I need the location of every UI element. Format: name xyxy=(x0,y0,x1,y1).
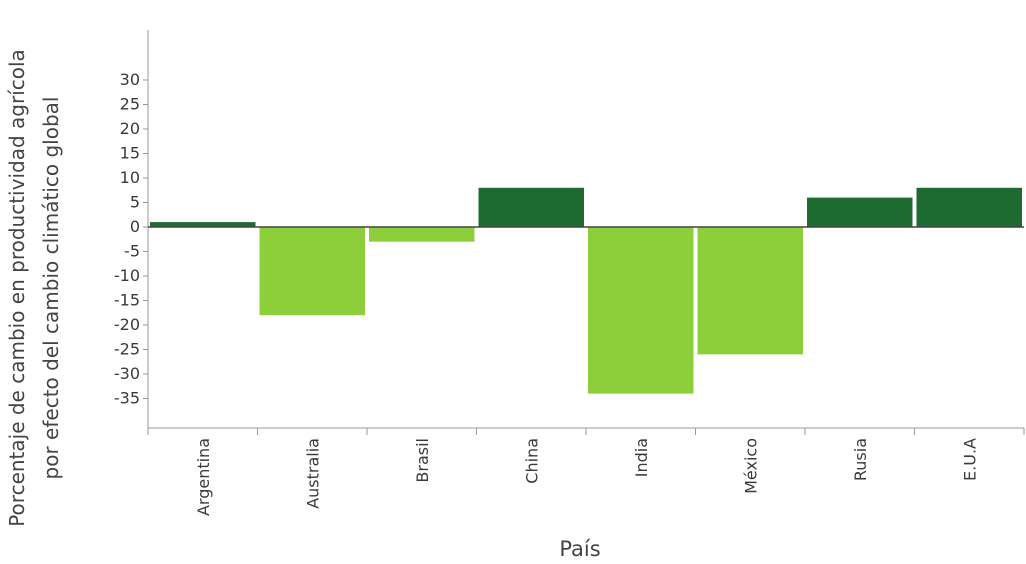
bar-rusia xyxy=(807,197,913,227)
x-tick-label: México xyxy=(741,438,760,494)
x-tick-label: Brasil xyxy=(413,438,432,483)
y-tick-label: -5 xyxy=(124,242,140,261)
y-axis-title-line: Porcentaje de cambio en productividad ag… xyxy=(5,49,29,527)
y-axis-title: Porcentaje de cambio en productividad ag… xyxy=(5,49,63,527)
bar-india xyxy=(588,227,694,394)
bar-australia xyxy=(259,227,365,316)
bar-brasil xyxy=(369,227,475,242)
y-tick-label: 15 xyxy=(120,144,140,163)
y-tick-label: -20 xyxy=(114,315,140,334)
x-tick-label: Australia xyxy=(303,438,322,509)
x-tick-label: India xyxy=(632,438,651,477)
y-tick-label: 25 xyxy=(120,95,140,114)
y-tick-label: 5 xyxy=(130,193,140,212)
bar-argentina xyxy=(150,222,256,227)
axes-group xyxy=(143,30,1025,435)
bars-group xyxy=(150,187,1022,394)
y-tick-label: 10 xyxy=(120,168,140,187)
y-tick-label: -15 xyxy=(114,291,140,310)
bar-eua xyxy=(916,187,1022,227)
y-tick-label: -25 xyxy=(114,340,140,359)
x-tick-label: China xyxy=(522,438,541,484)
x-tick-label: E.U.A xyxy=(960,438,979,481)
x-axis-title: País xyxy=(559,537,600,561)
bar-mxico xyxy=(697,227,803,355)
y-tick-label: 0 xyxy=(130,217,140,236)
y-tick-label: -30 xyxy=(114,364,140,383)
y-tick-label: -10 xyxy=(114,266,140,285)
bar-china xyxy=(478,187,584,227)
x-tick-labels: Argentina Australia Brasil China India México… xyxy=(194,438,980,516)
x-tick-label: Argentina xyxy=(194,438,213,516)
y-tick-label: 30 xyxy=(120,70,140,89)
y-tick-label: -35 xyxy=(114,389,140,408)
x-tick-label: Rusia xyxy=(851,438,870,481)
y-tick-labels: 30 25 20 15 10 5 0 -5 -10 -15 -20 -25 -30 -35 xyxy=(114,70,140,408)
y-axis-title-line: por efecto del cambio climático global xyxy=(39,97,63,480)
y-tick-label: 20 xyxy=(120,119,140,138)
